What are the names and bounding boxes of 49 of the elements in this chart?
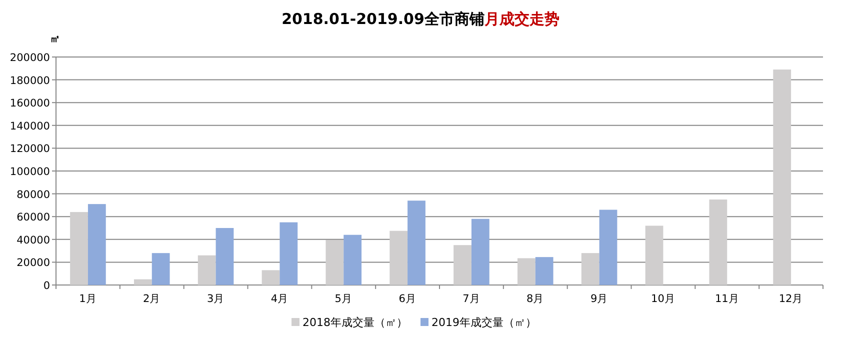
bar (216, 228, 234, 285)
x-tick-label: 10月 (651, 293, 676, 305)
bar (645, 226, 664, 285)
bar (599, 210, 618, 285)
bar (408, 200, 426, 285)
bar (471, 218, 490, 285)
y-tick-label: 0 (43, 280, 50, 292)
y-tick-label: 140000 (10, 120, 50, 132)
bar (390, 230, 408, 285)
chart-subtitle: 月成交走势 (483, 10, 560, 28)
bar (70, 212, 88, 285)
bar (581, 253, 600, 285)
x-tick-label: 9月 (590, 293, 608, 305)
x-tick-label: 5月 (334, 293, 352, 305)
bar (198, 255, 216, 285)
x-tick-label: 1月 (79, 293, 97, 305)
bar (134, 279, 152, 285)
y-tick-label: 80000 (16, 188, 50, 201)
y-tick-label: 100000 (10, 166, 50, 178)
y-tick-label: 20000 (16, 257, 50, 270)
y-tick-label: 160000 (10, 98, 50, 110)
y-tick-label: 120000 (10, 143, 50, 156)
y-tick-label: 180000 (10, 74, 50, 87)
x-tick-label: 4月 (270, 293, 289, 305)
bar (709, 200, 728, 285)
y-tick-label: 60000 (16, 212, 50, 224)
bar (517, 258, 536, 285)
bar (454, 245, 472, 285)
y-tick-label: 200000 (10, 52, 50, 64)
legend-label: 2019年成交量（㎡） (432, 316, 536, 329)
legend-label: 2018年成交量（㎡） (302, 316, 408, 329)
x-tick-label: 8月 (526, 293, 544, 305)
x-tick-label: 3月 (206, 293, 225, 305)
x-tick-label: 2月 (143, 293, 161, 305)
x-tick-label: 6月 (398, 293, 416, 305)
chart-title: 2018.01-2019.09全市商铺 (282, 10, 484, 28)
bar (773, 70, 792, 285)
bar (280, 222, 298, 285)
bar (326, 240, 344, 285)
x-tick-label: 12月 (778, 293, 804, 305)
x-tick-label: 7月 (462, 293, 480, 305)
bar (262, 270, 280, 285)
bar (88, 204, 106, 285)
bar (152, 253, 170, 285)
y-tick-label: 40000 (16, 234, 50, 246)
y-axis-title: ㎡ (50, 34, 60, 45)
bar (344, 234, 362, 285)
bar (535, 257, 554, 285)
x-tick-label: 11月 (714, 293, 740, 305)
